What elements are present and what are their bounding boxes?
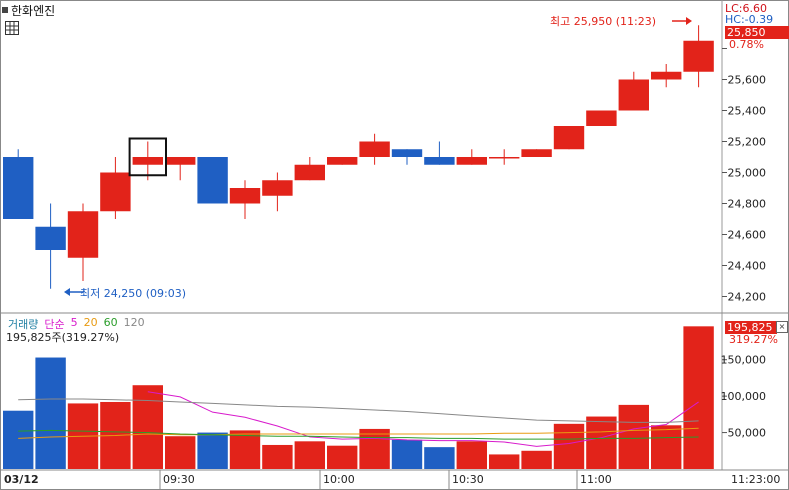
price-tick-label: 25,600 bbox=[728, 74, 767, 87]
volume-bar bbox=[618, 404, 649, 469]
ma-line-60 bbox=[18, 429, 699, 440]
volume-tick-label: 150,000 bbox=[721, 354, 767, 367]
candle-body bbox=[100, 172, 131, 212]
candle-body bbox=[586, 110, 617, 126]
price-tick-label: 25,200 bbox=[728, 136, 767, 149]
candle-body bbox=[35, 226, 66, 250]
volume-bars bbox=[3, 326, 714, 469]
volume-bar bbox=[294, 441, 325, 469]
candle-body bbox=[67, 211, 99, 258]
candle-body bbox=[132, 157, 163, 165]
volume-info: 195,825주(319.27%) bbox=[6, 331, 120, 344]
volume-bar bbox=[521, 450, 552, 469]
volume-tick-label: 50,000 bbox=[728, 427, 767, 440]
current-time-label: 11:23:00 bbox=[731, 473, 781, 486]
stock-title: 한화엔진 bbox=[2, 2, 55, 18]
candle-body bbox=[683, 40, 714, 72]
close-icon[interactable]: × bbox=[776, 321, 788, 333]
candle-body bbox=[424, 157, 455, 165]
volume-bar bbox=[262, 444, 293, 469]
candle-body bbox=[229, 188, 261, 204]
volume-axis: 50,000 100,000 150,000 bbox=[721, 354, 767, 440]
time-label-1030: 10:30 bbox=[452, 473, 484, 486]
volume-bar bbox=[327, 445, 358, 469]
low-arrow bbox=[64, 288, 84, 296]
date-label: 03/12 bbox=[4, 473, 39, 486]
volume-bar bbox=[3, 410, 34, 469]
current-change-pct: 0.78% bbox=[729, 38, 764, 51]
volume-bar bbox=[424, 447, 455, 469]
volume-bar bbox=[683, 326, 714, 469]
price-tick-label: 25,000 bbox=[728, 167, 767, 180]
price-tick-label: 25,400 bbox=[728, 105, 767, 118]
price-tick-label: 24,800 bbox=[728, 198, 767, 211]
ma-line-20 bbox=[18, 427, 699, 439]
price-axis: 24,200 24,400 24,600 24,800 25,000 25,200 25,4… bbox=[722, 48, 767, 304]
volume-bar bbox=[35, 357, 66, 469]
volume-bar bbox=[165, 436, 196, 469]
current-volume-tag: 195,825 bbox=[725, 321, 777, 334]
candle-body bbox=[197, 157, 228, 204]
ma-type-label: 단순 bbox=[44, 318, 65, 331]
selection-box[interactable] bbox=[128, 137, 168, 177]
ma-line-120 bbox=[18, 398, 699, 423]
candles bbox=[3, 25, 714, 289]
candle-body bbox=[359, 141, 390, 157]
ma20-label: 20 bbox=[83, 316, 98, 329]
candle-body bbox=[262, 180, 293, 196]
candle-body bbox=[489, 157, 520, 159]
volume-bar bbox=[391, 439, 423, 469]
volume-legend-name: 거래량 bbox=[8, 318, 39, 331]
volume-bar bbox=[132, 385, 163, 469]
stock-name: 한화엔진 bbox=[11, 3, 56, 18]
grid-icon bbox=[6, 22, 18, 34]
window-icon bbox=[2, 7, 8, 13]
time-label-0930: 09:30 bbox=[163, 473, 195, 486]
time-label-1000: 10:00 bbox=[323, 473, 355, 486]
moving-average-lines bbox=[18, 391, 699, 447]
candle-body bbox=[618, 79, 649, 111]
time-label-1100: 11:00 bbox=[580, 473, 612, 486]
high-annotation: 최고 25,950 (11:23) bbox=[550, 15, 657, 28]
ma-line-5 bbox=[147, 391, 699, 447]
volume-bar bbox=[489, 454, 520, 469]
candle-body bbox=[521, 149, 552, 157]
candle-body bbox=[165, 157, 196, 165]
volume-legend: 거래량 단순 5 20 60 120 bbox=[8, 316, 145, 332]
low-annotation: 최저 24,250 (09:03) bbox=[80, 287, 187, 300]
candle-body bbox=[294, 164, 325, 181]
grid-toggle-icon[interactable] bbox=[5, 21, 19, 35]
volume-bar bbox=[553, 423, 585, 469]
high-arrow bbox=[672, 17, 692, 25]
volume-bar bbox=[586, 416, 617, 469]
ma60-label: 60 bbox=[103, 316, 118, 329]
price-tick-label: 24,400 bbox=[728, 260, 767, 273]
ma120-label: 120 bbox=[123, 316, 145, 329]
lc-label: LC:6.60 bbox=[725, 2, 768, 15]
candle-body bbox=[651, 71, 682, 80]
price-tick-label: 24,200 bbox=[728, 291, 767, 304]
candle-body bbox=[391, 149, 423, 157]
volume-bar bbox=[456, 441, 487, 469]
time-grid bbox=[159, 470, 578, 490]
ma5-label: 5 bbox=[70, 316, 78, 329]
candle-body bbox=[456, 157, 487, 165]
volume-tick-label: 100,000 bbox=[721, 390, 767, 403]
volume-bar bbox=[359, 428, 390, 469]
volume-bar bbox=[651, 425, 682, 469]
candle-body bbox=[327, 157, 358, 165]
candle-body bbox=[3, 157, 34, 219]
current-volume-pct: 319.27% bbox=[729, 333, 778, 346]
hc-label: HC:-0.39 bbox=[725, 13, 774, 26]
volume-bar bbox=[229, 430, 261, 469]
volume-bar bbox=[197, 432, 228, 469]
candle-body bbox=[553, 126, 585, 150]
price-tick-label: 24,600 bbox=[728, 229, 767, 242]
current-price-tag: 25,850 bbox=[725, 26, 789, 39]
